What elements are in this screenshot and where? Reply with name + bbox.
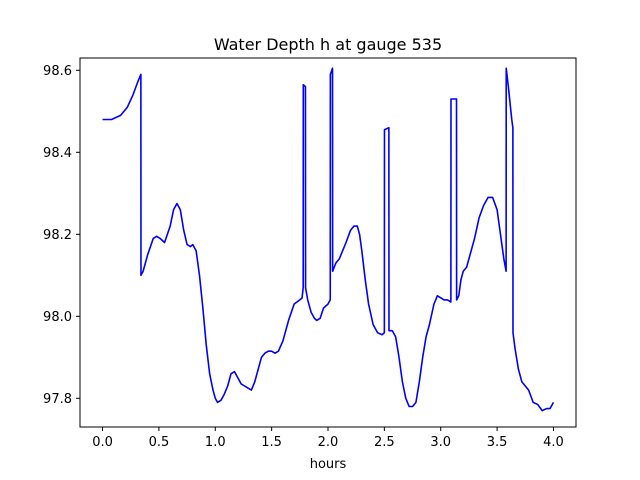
x-tick-label: 3.0 (430, 435, 451, 450)
x-tick-label: 4.0 (543, 435, 564, 450)
x-tick-label: 2.0 (318, 435, 339, 450)
x-tick-label: 0.0 (92, 435, 113, 450)
y-tick-label: 98.4 (43, 146, 72, 161)
y-tick-label: 98.6 (43, 64, 72, 79)
x-tick-label: 1.0 (205, 435, 226, 450)
y-tick-label: 98.2 (43, 228, 72, 243)
x-tick-label: 1.5 (261, 435, 282, 450)
x-tick-label: 0.5 (149, 435, 170, 450)
series-line-0 (102, 67, 555, 412)
x-tick-label: 3.5 (487, 435, 508, 450)
plot-lines (102, 67, 555, 412)
x-axis: 0.0 0.5 1.0 1.5 2.0 2.5 3.0 3.5 4.0 (92, 427, 564, 450)
y-tick-label: 98.0 (43, 310, 72, 325)
x-tick-label: 2.5 (374, 435, 395, 450)
chart-title: Water Depth h at gauge 535 (214, 35, 442, 54)
y-axis: 97.8 98.0 98.2 98.4 98.6 (43, 64, 80, 407)
x-axis-label: hours (310, 457, 347, 472)
y-tick-label: 97.8 (43, 392, 72, 407)
